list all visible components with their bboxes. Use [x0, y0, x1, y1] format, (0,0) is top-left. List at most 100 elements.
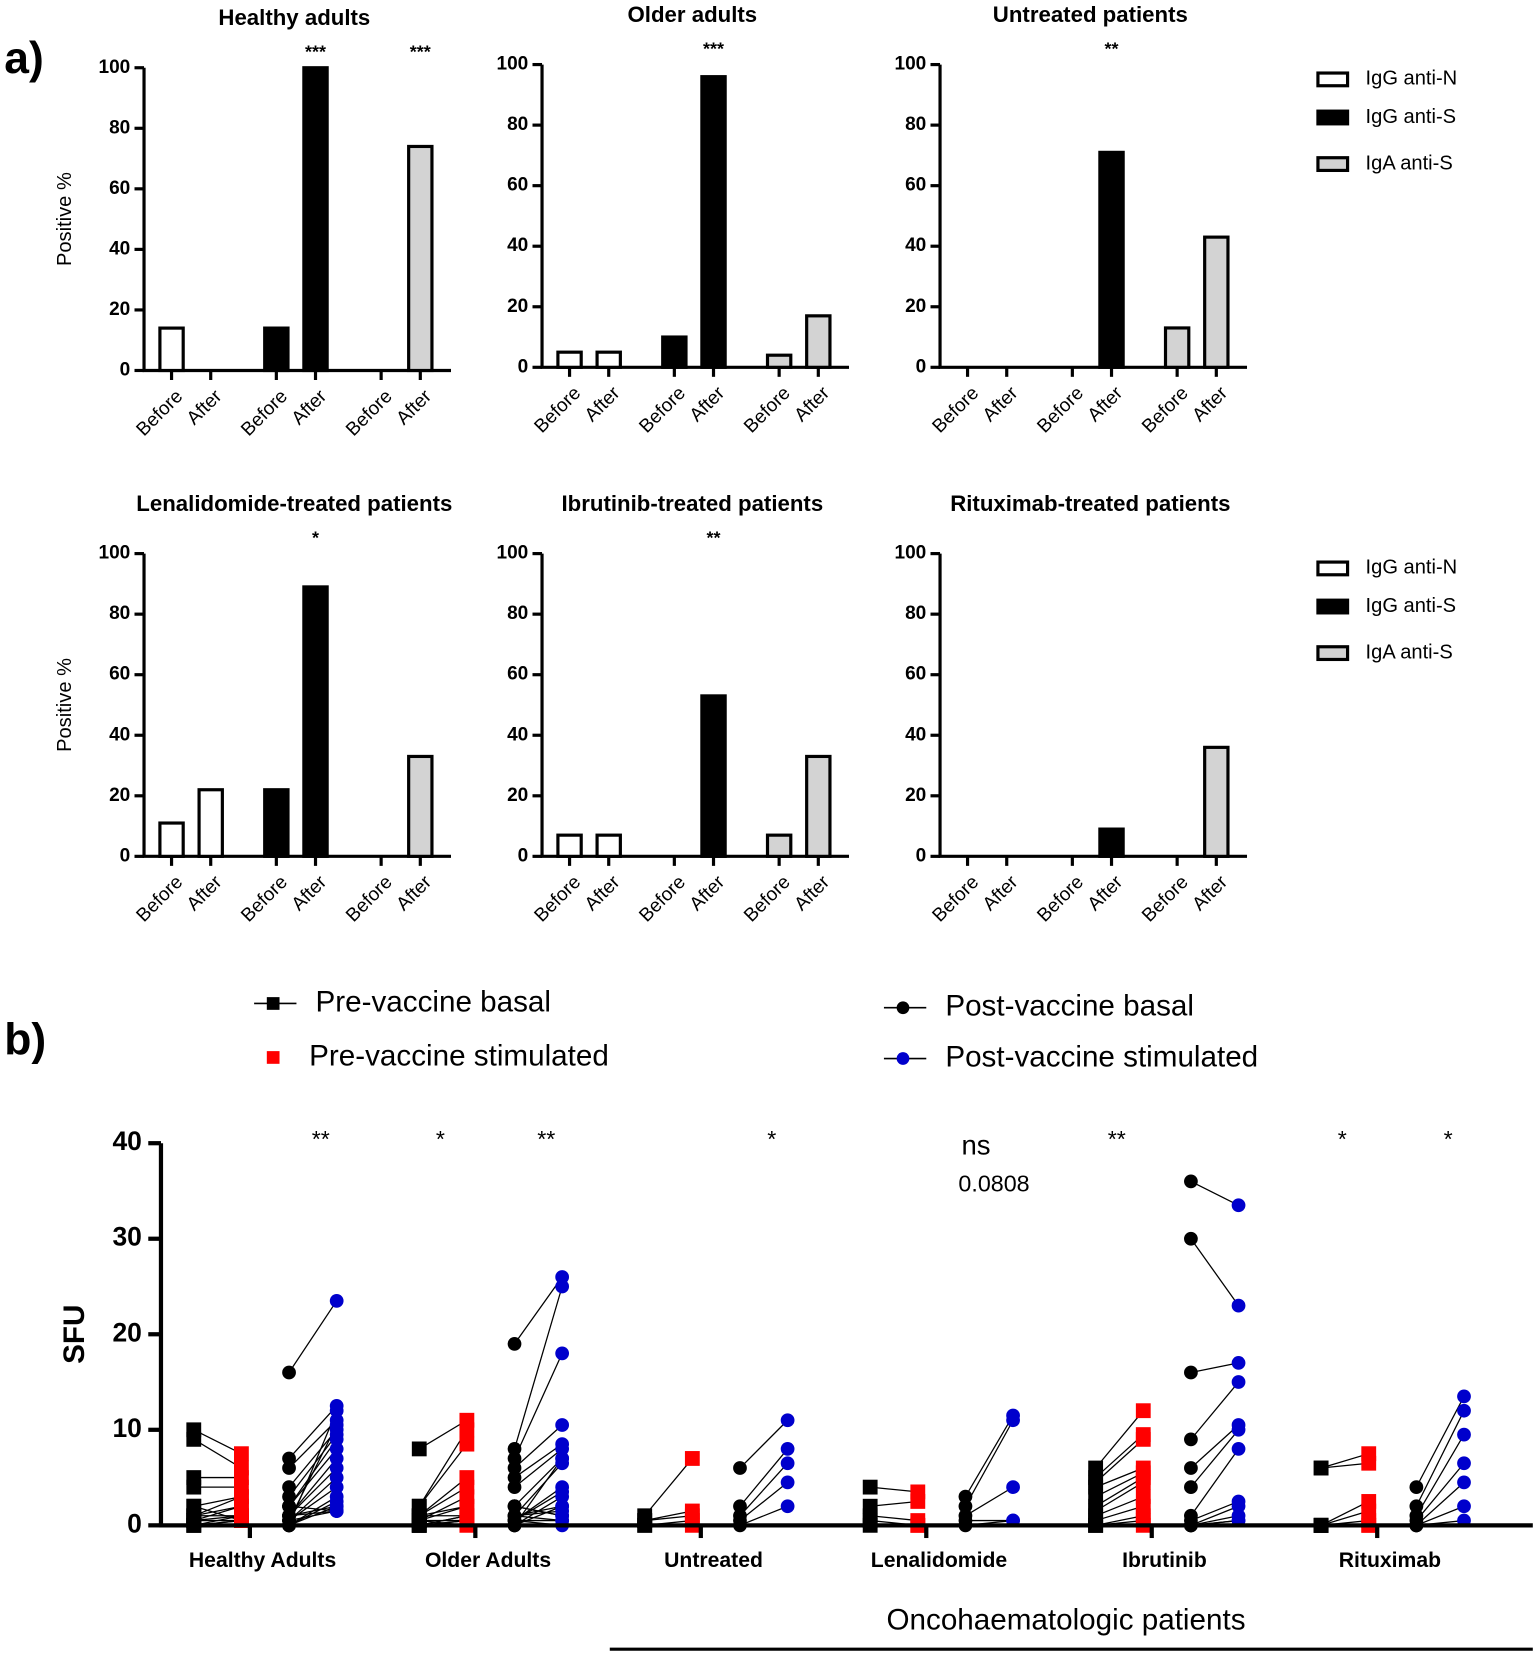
legend-swatch	[1316, 71, 1350, 88]
pair-line	[739, 1448, 789, 1507]
pair-line	[193, 1505, 242, 1517]
y-axis-label: Positive %	[54, 172, 76, 266]
x-tick-label: After	[288, 386, 332, 430]
y-tick-label: 60	[109, 178, 130, 199]
pair-line	[514, 1458, 563, 1507]
y-tick-label: 60	[507, 664, 528, 685]
x-tick-label: Lenalidomide	[871, 1549, 1008, 1572]
x-tick-label: Before	[1033, 383, 1088, 438]
point	[1006, 1413, 1020, 1428]
legend-marker	[266, 997, 280, 1010]
y-tick-label: 80	[905, 603, 926, 624]
pair-line	[1415, 1481, 1465, 1526]
point	[1457, 1427, 1471, 1442]
significance: ***	[410, 42, 431, 62]
point	[1184, 1461, 1198, 1475]
y-tick-label: 100	[496, 54, 528, 75]
x-tick-label: After	[979, 382, 1023, 426]
point	[1231, 1356, 1246, 1370]
pair-line	[288, 1477, 338, 1522]
pair-line	[965, 1486, 1014, 1517]
y-tick-label: 20	[109, 299, 130, 320]
y-tick-label: 80	[507, 114, 528, 135]
significance: **	[537, 1126, 555, 1152]
x-tick-label: After	[581, 871, 625, 915]
x-tick-label: Before	[635, 872, 690, 927]
significance: *	[1338, 1126, 1347, 1152]
x-tick-label: After	[686, 382, 730, 426]
pair-line	[1095, 1505, 1144, 1522]
pair-line	[1190, 1424, 1239, 1469]
point	[329, 1480, 344, 1495]
point	[780, 1413, 795, 1428]
x-tick-label: Rituximab	[1339, 1549, 1441, 1572]
x-tick-label: After	[686, 871, 730, 915]
significance: *	[312, 528, 319, 548]
legend-swatch	[1316, 560, 1350, 577]
point	[186, 1498, 202, 1514]
pair-line	[514, 1505, 563, 1526]
group-label: Oncohaematologic patients	[886, 1603, 1245, 1636]
x-tick-label: After	[581, 382, 625, 426]
significance: ns	[961, 1130, 990, 1161]
pair-line	[193, 1496, 242, 1517]
point	[329, 1442, 344, 1456]
legend-marker	[896, 1052, 910, 1065]
x-tick-label: Before	[1138, 383, 1193, 438]
point	[910, 1494, 926, 1509]
bar	[595, 833, 622, 858]
point	[282, 1489, 296, 1504]
chart-title: Older adults	[628, 2, 758, 27]
point	[1457, 1475, 1471, 1490]
point	[411, 1441, 427, 1457]
x-tick-label: Before	[133, 386, 188, 441]
y-tick-label: 60	[905, 175, 926, 196]
y-tick-label: 100	[98, 543, 130, 564]
point	[329, 1461, 344, 1475]
bar	[805, 314, 832, 369]
x-tick-label: Before	[929, 383, 984, 438]
pair-line	[1190, 1429, 1240, 1488]
pair-line	[1415, 1396, 1465, 1488]
bar	[700, 694, 727, 858]
point	[282, 1480, 296, 1495]
pair-line	[419, 1505, 468, 1522]
point	[1135, 1474, 1151, 1490]
point	[329, 1470, 344, 1485]
point	[1231, 1298, 1246, 1313]
pair-line	[1095, 1472, 1144, 1498]
y-tick-label: 30	[112, 1222, 141, 1252]
x-tick-label: After	[1084, 382, 1128, 426]
point	[555, 1489, 570, 1504]
point	[1457, 1499, 1471, 1514]
chart-title: Ibrutinib-treated patients	[561, 491, 823, 516]
point	[459, 1422, 475, 1438]
point	[507, 1499, 522, 1514]
point	[186, 1479, 202, 1495]
pair-line	[1415, 1410, 1465, 1507]
legend-label: IgA anti-S	[1366, 152, 1453, 174]
point	[507, 1508, 522, 1523]
x-tick-label: Ibrutinib	[1122, 1549, 1207, 1572]
point	[1135, 1403, 1151, 1419]
chart-title: Untreated patients	[993, 2, 1188, 27]
pair-line	[288, 1434, 338, 1498]
pair-line	[193, 1505, 242, 1522]
x-tick-label: Before	[740, 872, 795, 927]
x-tick-label: After	[791, 382, 835, 426]
significance: *	[767, 1126, 776, 1152]
bar	[407, 754, 434, 858]
pair-line	[1321, 1462, 1369, 1469]
x-tick-label: Before	[1033, 872, 1088, 927]
point	[1457, 1389, 1471, 1404]
y-tick-label: 40	[905, 724, 926, 745]
y-tick-label: 0	[120, 360, 131, 381]
point	[1231, 1375, 1246, 1389]
y-tick-label: 20	[112, 1317, 141, 1347]
point	[329, 1432, 344, 1447]
pair-line	[288, 1429, 338, 1488]
pair-line	[739, 1505, 788, 1526]
y-tick-label: 0	[916, 845, 927, 866]
point	[1184, 1231, 1198, 1246]
